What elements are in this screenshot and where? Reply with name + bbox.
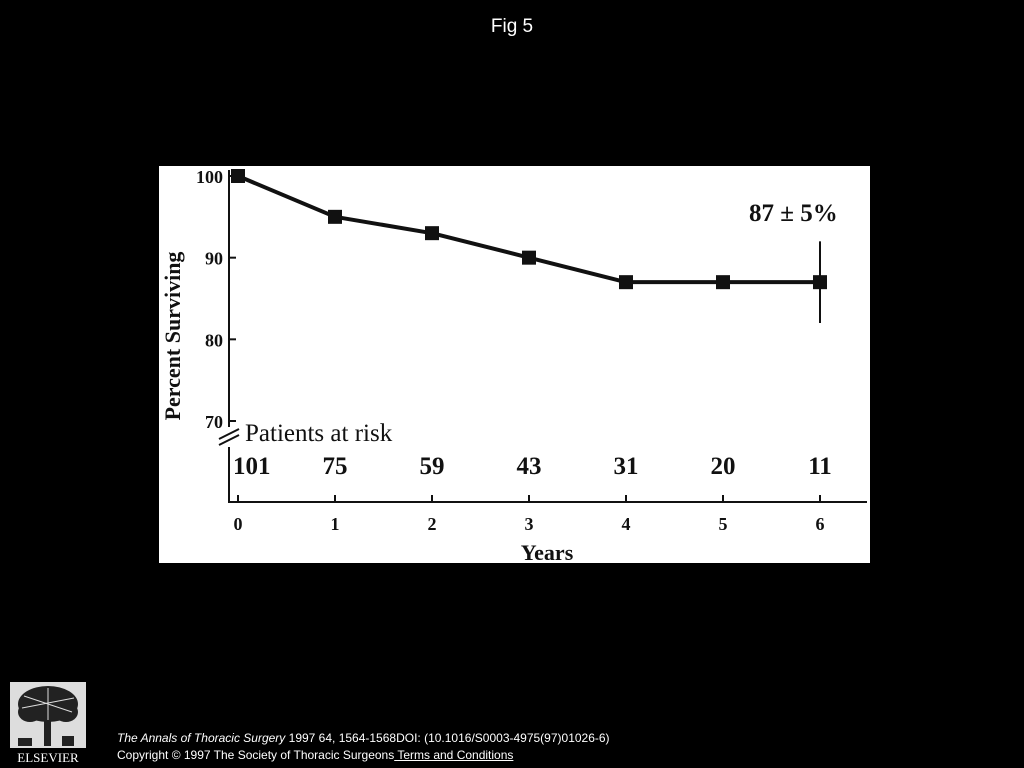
y-axis-label: Percent Surviving <box>160 252 185 421</box>
data-point-marker <box>328 209 342 224</box>
y-tick-label: 90 <box>205 249 223 269</box>
x-tick-labels: 0 1 2 3 4 5 6 <box>234 514 825 534</box>
elsevier-logo-text: ELSEVIER <box>17 750 79 764</box>
copyright-line: Copyright © 1997 The Society of Thoracic… <box>117 747 610 764</box>
data-point-marker <box>425 226 439 241</box>
citation-details: 1997 64, 1564-1568DOI: (10.1016/S0003-49… <box>285 731 610 745</box>
risk-table-value: 20 <box>711 453 736 480</box>
x-tick-label: 6 <box>816 514 825 534</box>
risk-table-value: 75 <box>323 453 348 480</box>
survival-series <box>231 169 827 323</box>
x-axis-label: Years <box>521 540 574 563</box>
terms-and-conditions-link[interactable]: Terms and Conditions <box>394 748 514 762</box>
axis-break-mark <box>218 428 240 440</box>
y-tick-label: 80 <box>205 330 223 350</box>
y-tick-labels: 100 90 80 70 <box>196 167 223 432</box>
data-point-marker <box>619 275 633 290</box>
survival-line <box>237 174 820 285</box>
risk-table-value: 59 <box>420 453 445 480</box>
slide-title: Fig 5 <box>490 16 534 37</box>
elsevier-logo: ELSEVIER <box>10 682 86 764</box>
copyright-text: Copyright © 1997 The Society of Thoracic… <box>117 748 395 762</box>
y-tick-label: 70 <box>205 412 223 432</box>
risk-table-title: Patients at risk <box>245 420 393 447</box>
risk-table-value: 11 <box>808 453 832 480</box>
citation-block: The Annals of Thoracic Surgery 1997 64, … <box>117 730 610 764</box>
x-tick-label: 0 <box>234 514 243 534</box>
citation-line: The Annals of Thoracic Surgery 1997 64, … <box>117 730 610 747</box>
risk-table-value: 31 <box>614 453 639 480</box>
x-tick-label: 5 <box>719 514 728 534</box>
risk-table: 101 75 59 43 31 20 11 <box>233 453 832 480</box>
y-tick-label: 100 <box>196 167 223 187</box>
x-tick-label: 3 <box>525 514 534 534</box>
x-tick-label: 1 <box>331 514 340 534</box>
figure-panel: 100 90 80 70 0 1 2 3 4 5 6 101 75 59 43 31 20 11 Percen… <box>159 166 870 563</box>
survival-chart: 100 90 80 70 0 1 2 3 4 5 6 101 75 59 43 31 20 11 Percen… <box>160 167 867 563</box>
chart-axes <box>218 170 867 503</box>
risk-table-value: 43 <box>517 453 542 480</box>
data-point-marker <box>716 275 730 290</box>
x-tick-label: 4 <box>622 514 631 534</box>
x-tick-label: 2 <box>428 514 437 534</box>
data-point-marker <box>231 169 245 183</box>
risk-table-value: 101 <box>233 453 271 480</box>
data-point-marker <box>522 250 536 265</box>
journal-name: The Annals of Thoracic Surgery <box>117 731 286 745</box>
annotation-label: 87 ± 5% <box>749 200 838 227</box>
axis-break-mark <box>218 434 240 446</box>
